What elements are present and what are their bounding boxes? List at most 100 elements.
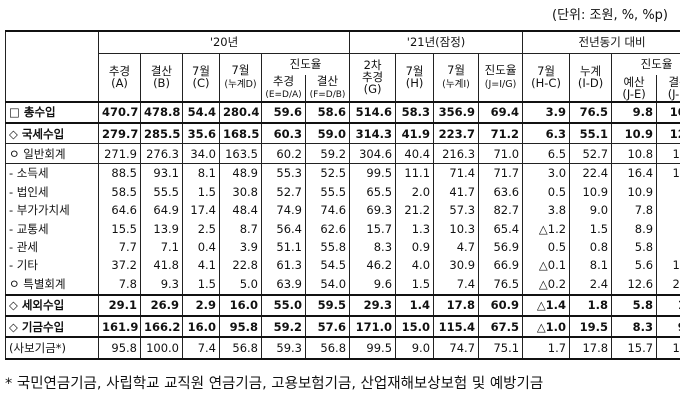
table-cell: 41.9 [395, 121, 435, 145]
table-cell: 16.0 [219, 293, 262, 318]
table-cell: 74.7 [433, 336, 480, 360]
table-cell: 9.0 [395, 336, 435, 360]
group-2021-header: '21년(잠정) [349, 30, 524, 54]
table-cell: 1.5 [182, 182, 220, 202]
col-jul-2020: 7월 (C) [182, 53, 220, 102]
table-cell: 82.7 [478, 201, 524, 220]
col-progress-gyeolsan: 결산 (F=D/B) [304, 75, 351, 103]
table-cell: 7.8 [611, 201, 658, 220]
table-cell: 100.0 [140, 336, 183, 360]
col-jul-cum-2021: 7월 (누계I) [433, 53, 480, 102]
row-label: ◇ 기금수입 [5, 314, 99, 338]
table-cell: 35.6 [182, 121, 220, 145]
table-cell: △0.2 [522, 274, 571, 296]
table-row: - 소득세 88.5 93.1 8.1 48.9 55.3 52.5 99.5 11.1 71.4… [5, 163, 680, 183]
group-yoy-header: 전년동기 대비 [522, 30, 680, 54]
table-cell: 69.4 [478, 100, 524, 124]
table-cell: 10.8 [656, 100, 680, 124]
table-cell: 304.6 [349, 143, 397, 165]
table-cell: 58.3 [395, 100, 435, 124]
table-cell: 19.5 [569, 314, 613, 338]
table-cell: 99.5 [349, 336, 397, 360]
table-cell: 5.0 [219, 274, 262, 296]
table-cell: 314.3 [349, 121, 397, 145]
table-cell: 58.6 [304, 100, 351, 124]
table-cell: 55.5 [304, 182, 351, 202]
table-cell: 1.4 [395, 293, 435, 318]
table-cell: △1.4 [522, 293, 571, 318]
table-cell: 52.7 [261, 182, 306, 202]
table-cell: 58.5 [98, 182, 141, 202]
col-progress-2021: 진도율 (J=I/G) [478, 53, 524, 102]
table-cell: 4.7 [433, 237, 480, 257]
table-cell: 67.5 [478, 314, 524, 338]
table-cell: 1.8 [569, 293, 613, 318]
table-cell: 168.5 [219, 121, 262, 145]
table-cell: 8.3 [611, 314, 658, 338]
table-cell: 4.0 [395, 256, 435, 275]
table-cell: 7.1 [140, 237, 183, 257]
table-row: - 관세 7.7 7.1 0.4 3.9 51.1 55.8 8.3 0.9 4.7 56.9 0.5… [5, 237, 680, 257]
table-cell: 8.1 [569, 256, 613, 275]
row-label: - 기타 [5, 256, 99, 275]
table-cell: 8.1 [182, 163, 220, 183]
table-cell: 54.4 [182, 100, 220, 124]
table-cell: 7.7 [98, 237, 141, 257]
table-row: - 교통세 15.5 13.9 2.5 8.7 56.4 62.6 15.7 1.3 10.3 65… [5, 219, 680, 238]
table-cell: 161.9 [98, 314, 141, 338]
table-cell: 29.3 [349, 293, 397, 318]
row-label: ◇ 세외수입 [5, 293, 99, 318]
table-cell: 0.4 [182, 237, 220, 257]
table-cell: 10.9 [569, 182, 613, 202]
table-row: - 부가가치세 64.6 64.9 17.4 48.4 74.9 74.6 69.3 21.2 5… [5, 201, 680, 220]
table-cell: 64.9 [140, 201, 183, 220]
table-cell: 93.1 [140, 163, 183, 183]
table-row: □ 총수입 470.7 478.8 54.4 280.4 59.6 58.6 514.6 58.… [5, 100, 680, 124]
table-cell: 17.4 [182, 201, 220, 220]
table-cell: 65.5 [349, 182, 397, 202]
row-label: (사보기금*) [5, 336, 99, 360]
table-row: ◇ 국세수입 279.7 285.5 35.6 168.5 60.3 59.0 314.3 41… [5, 121, 680, 145]
table-cell: 2.8 [656, 219, 680, 238]
table-cell: 17.8 [433, 293, 480, 318]
table-cell: 279.7 [98, 121, 141, 145]
table-cell: 8.7 [219, 219, 262, 238]
table-cell: 9.8 [611, 100, 658, 124]
fiscal-revenue-table: '20년 '21년(잠정) 전년동기 대비 추경 (A) 결산 (B) 7월 (C) … [5, 30, 680, 360]
table-cell: 1.5 [182, 274, 220, 296]
table-cell: 1.7 [522, 336, 571, 360]
col-chugyeong2: 2차 추경 (G) [349, 53, 397, 102]
table-cell: 95.8 [219, 314, 262, 338]
table-cell: 10.9 [611, 182, 658, 202]
table-cell: 7.8 [98, 274, 141, 296]
table-cell: 1.4 [656, 293, 680, 318]
table-cell: 55.3 [261, 163, 306, 183]
table-cell: 7.4 [182, 336, 220, 360]
table-cell: 11.8 [656, 143, 680, 165]
group-2020-header: '20년 [97, 30, 351, 54]
row-label: ㅇ 일반회계 [5, 143, 99, 165]
table-cell: 59.6 [261, 100, 306, 124]
col-jul-cum-2020: 7월 (누계D) [219, 53, 262, 102]
table-cell: 71.4 [433, 163, 480, 183]
table-cell: 74.9 [261, 201, 306, 220]
row-label: □ 총수입 [5, 100, 99, 124]
table-cell: 59.2 [304, 143, 351, 165]
table-cell: 356.9 [433, 100, 480, 124]
table-cell: 57.6 [304, 314, 351, 338]
table-cell: 56.8 [304, 336, 351, 360]
table-cell: 55.0 [261, 293, 306, 318]
row-label: ㅇ 특별회계 [5, 274, 99, 296]
table-cell: 5.8 [611, 237, 658, 257]
table-cell: 76.5 [569, 100, 613, 124]
row-label: - 법인세 [5, 182, 99, 202]
table-cell: 99.5 [349, 163, 397, 183]
table-cell: 64.6 [98, 201, 141, 220]
table-cell: 59.5 [304, 293, 351, 318]
table-cell: 59.0 [304, 121, 351, 145]
table-cell: 51.1 [261, 237, 306, 257]
table-cell: 9.8 [656, 314, 680, 338]
table-cell: 15.7 [349, 219, 397, 238]
table-cell: 56.4 [261, 219, 306, 238]
table-cell: 54.0 [304, 274, 351, 296]
